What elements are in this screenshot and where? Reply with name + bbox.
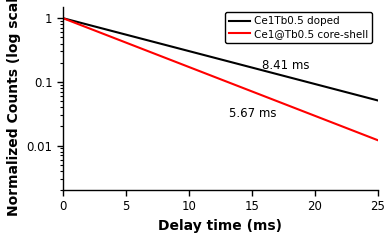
Ce1Tb0.5 doped [76,21,81,24]
Ce1Tb0.5 doped [366,96,371,99]
Ce1@Tb0.5 core-shell [76,23,81,26]
Ce1@Tb0.5 core-shell [214,76,218,79]
Ce1@Tb0.5 core-shell [375,139,380,142]
Ce1@Tb0.5 core-shell [309,113,313,116]
Y-axis label: Normalized Counts (log scale): Normalized Counts (log scale) [7,0,21,216]
Ce1Tb0.5 doped [309,81,313,84]
Line: Ce1Tb0.5 doped: Ce1Tb0.5 doped [63,18,377,100]
Ce1Tb0.5 doped [214,57,218,60]
Text: 8.41 ms: 8.41 ms [262,59,309,72]
Ce1Tb0.5 doped [61,17,65,20]
Text: 5.67 ms: 5.67 ms [229,107,277,120]
Ce1Tb0.5 doped [375,99,380,102]
Ce1Tb0.5 doped [366,96,371,99]
Ce1@Tb0.5 core-shell [61,17,65,20]
Ce1Tb0.5 doped [205,54,210,57]
Legend: Ce1Tb0.5 doped, Ce1@Tb0.5 core-shell: Ce1Tb0.5 doped, Ce1@Tb0.5 core-shell [225,12,372,43]
Ce1@Tb0.5 core-shell [205,73,210,76]
Ce1@Tb0.5 core-shell [366,135,371,138]
X-axis label: Delay time (ms): Delay time (ms) [158,219,282,233]
Ce1@Tb0.5 core-shell [366,135,371,138]
Line: Ce1@Tb0.5 core-shell: Ce1@Tb0.5 core-shell [63,18,377,140]
